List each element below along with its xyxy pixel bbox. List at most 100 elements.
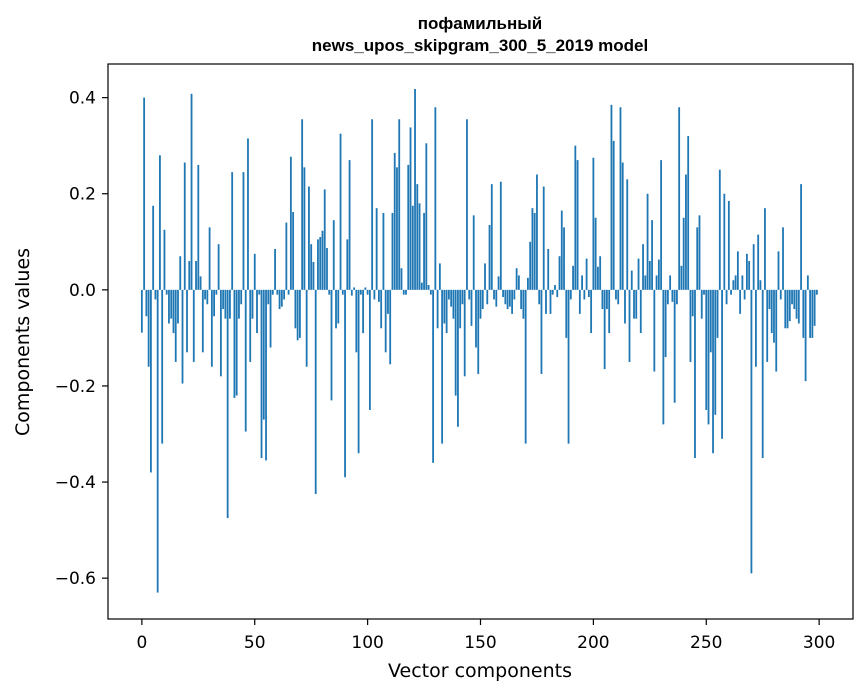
bar-246 bbox=[696, 227, 699, 290]
bar-50 bbox=[253, 253, 256, 290]
bar-220 bbox=[637, 258, 640, 290]
bar-221 bbox=[639, 289, 642, 334]
bar-276 bbox=[764, 208, 766, 290]
chart-title-line-1: пофамильный bbox=[418, 14, 543, 33]
bar-131 bbox=[436, 289, 439, 329]
bar-296 bbox=[809, 289, 812, 338]
bar-159 bbox=[499, 181, 502, 290]
bar-155 bbox=[490, 184, 493, 290]
bar-57 bbox=[269, 289, 272, 348]
bar-117 bbox=[405, 289, 407, 295]
bar-147 bbox=[472, 215, 475, 290]
bar-270 bbox=[750, 289, 753, 574]
bar-215 bbox=[626, 179, 629, 290]
bar-96 bbox=[357, 289, 360, 454]
bar-34 bbox=[217, 244, 220, 290]
bar-204 bbox=[601, 289, 604, 310]
x-tick-label: 100 bbox=[351, 633, 383, 653]
bar-42 bbox=[235, 289, 238, 396]
bar-165 bbox=[513, 289, 516, 300]
bar-20 bbox=[186, 289, 188, 353]
bar-216 bbox=[628, 289, 631, 362]
bar-205 bbox=[603, 289, 606, 370]
bar-59 bbox=[274, 249, 276, 290]
bar-153 bbox=[486, 289, 489, 305]
bar-227 bbox=[653, 289, 656, 372]
bar-139 bbox=[454, 289, 457, 396]
bar-5 bbox=[152, 205, 155, 290]
bar-260 bbox=[727, 200, 730, 290]
bar-210 bbox=[615, 289, 617, 300]
bar-62 bbox=[280, 289, 283, 307]
bar-149 bbox=[477, 289, 480, 374]
bar-73 bbox=[305, 289, 308, 367]
bar-291 bbox=[797, 289, 800, 324]
bar-67 bbox=[292, 212, 295, 290]
bar-99 bbox=[364, 287, 367, 290]
bar-45 bbox=[242, 172, 245, 290]
bar-282 bbox=[777, 251, 780, 290]
bar-14 bbox=[172, 289, 175, 334]
bar-21 bbox=[188, 261, 191, 290]
bar-186 bbox=[560, 210, 563, 290]
bar-87 bbox=[337, 289, 340, 324]
bar-223 bbox=[644, 275, 647, 290]
bar-35 bbox=[219, 289, 222, 377]
bar-120 bbox=[411, 205, 414, 290]
bar-1 bbox=[143, 97, 146, 290]
bar-254 bbox=[714, 289, 717, 415]
bar-289 bbox=[793, 289, 796, 310]
bar-136 bbox=[447, 289, 450, 300]
bar-60 bbox=[276, 289, 279, 295]
bar-268 bbox=[745, 253, 748, 290]
y-axis-ticks: −0.6 −0.4 −0.2 0.0 0.2 0.4 bbox=[55, 89, 108, 589]
bar-15 bbox=[174, 289, 177, 362]
bar-28 bbox=[204, 289, 206, 300]
bar-217 bbox=[630, 270, 633, 290]
bar-66 bbox=[289, 156, 292, 290]
bar-97 bbox=[359, 289, 362, 295]
bar-88 bbox=[339, 133, 342, 290]
bar-207 bbox=[608, 289, 611, 334]
bar-152 bbox=[484, 263, 486, 290]
bar-133 bbox=[441, 289, 444, 444]
y-tick-label: 0.4 bbox=[69, 89, 96, 109]
bar-84 bbox=[330, 289, 333, 401]
y-axis-label: Components values bbox=[12, 248, 34, 436]
bar-201 bbox=[594, 217, 597, 290]
bar-212 bbox=[619, 107, 622, 290]
bar-114 bbox=[398, 119, 401, 290]
bar-176 bbox=[538, 289, 541, 305]
bar-259 bbox=[725, 289, 728, 305]
bar-264 bbox=[736, 251, 739, 290]
bar-2 bbox=[145, 289, 148, 317]
bar-272 bbox=[755, 289, 757, 367]
bar-38 bbox=[226, 289, 229, 519]
x-tick-label: 200 bbox=[577, 633, 609, 653]
bar-266 bbox=[741, 275, 744, 290]
bar-232 bbox=[664, 289, 667, 358]
chart-title-line-2: news_upos_skipgram_300_5_2019 model bbox=[312, 36, 648, 55]
bar-154 bbox=[488, 224, 491, 290]
bar-4 bbox=[149, 289, 152, 473]
bar-64 bbox=[285, 222, 288, 290]
bar-56 bbox=[267, 289, 270, 305]
plot-frame bbox=[107, 63, 854, 620]
bar-168 bbox=[520, 289, 523, 310]
bar-211 bbox=[617, 289, 620, 305]
bar-40 bbox=[231, 172, 234, 290]
bar-52 bbox=[258, 289, 261, 295]
bar-68 bbox=[294, 289, 297, 329]
bar-106 bbox=[380, 289, 383, 329]
bar-94 bbox=[353, 287, 355, 290]
bar-92 bbox=[348, 160, 351, 290]
bar-200 bbox=[592, 157, 595, 290]
bar-280 bbox=[773, 289, 775, 343]
bar-71 bbox=[301, 119, 304, 290]
bar-193 bbox=[576, 160, 579, 290]
bar-135 bbox=[445, 289, 448, 334]
bar-252 bbox=[709, 289, 712, 353]
x-tick-label: 150 bbox=[464, 633, 496, 653]
bar-86 bbox=[335, 289, 337, 329]
chart-title: пофамильный news_upos_skipgram_300_5_201… bbox=[312, 14, 648, 55]
